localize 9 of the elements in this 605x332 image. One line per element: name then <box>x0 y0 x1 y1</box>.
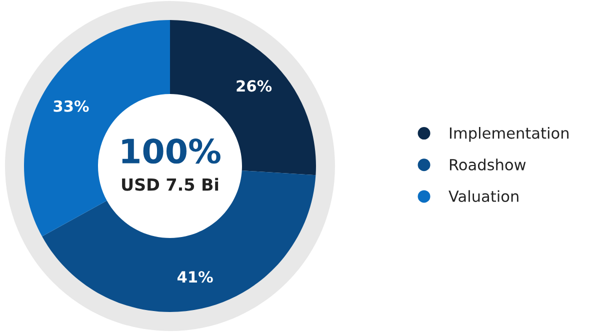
data-label: 26% <box>236 80 272 92</box>
data-label: 41% <box>177 271 213 283</box>
text: USD 7.5 Bi <box>122 178 218 191</box>
legend-label: Valuation <box>448 190 518 202</box>
legend-label: Roadshow <box>450 158 526 170</box>
data-label: 33% <box>54 100 89 112</box>
text: 100% <box>122 138 220 164</box>
legend-label: Implementation <box>450 127 568 142</box>
donut-slice <box>42 170 316 312</box>
